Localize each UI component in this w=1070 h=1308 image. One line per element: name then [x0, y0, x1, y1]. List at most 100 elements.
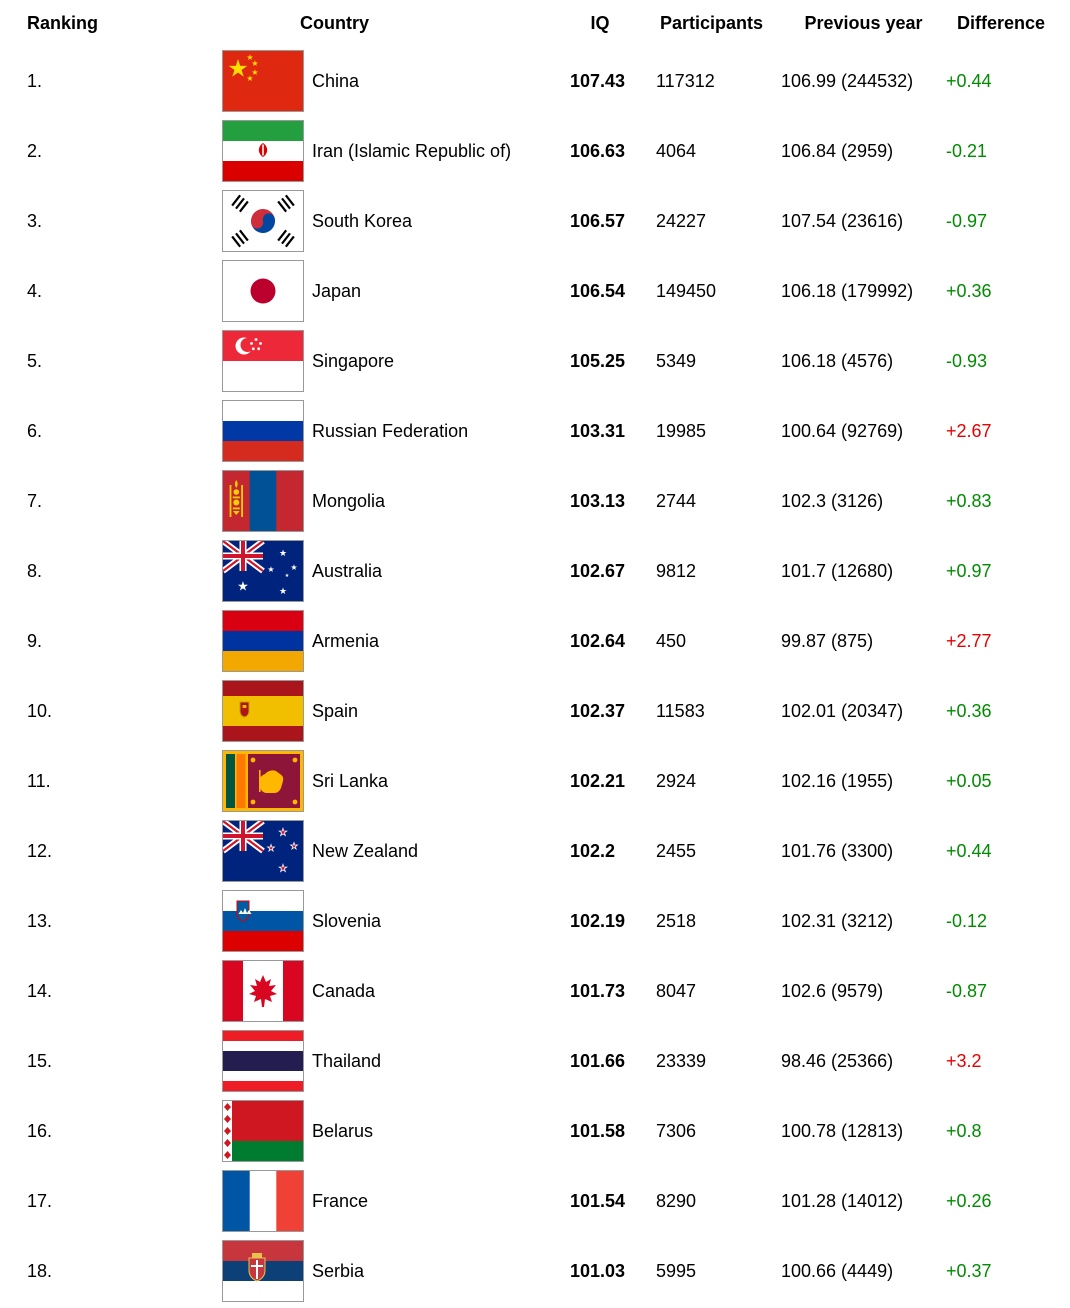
flag-cn-icon: ★ ★ ★ ★ ★ [222, 50, 304, 112]
participants-value: 7306 [656, 1120, 697, 1141]
table-row: 7. Mongolia 103.13 2744 102.3 (3126) +0.… [0, 466, 1070, 536]
flag-au-icon: ★ ★ ★ ★ ★ ★ [222, 540, 304, 602]
country-name: Spain [312, 700, 359, 721]
participants-value: 2924 [656, 770, 697, 791]
previous-year-value: 100.66 (4449) [781, 1260, 894, 1281]
participants-value: 23339 [656, 1050, 707, 1071]
table-header-row: Ranking Country IQ Participants Previous… [0, 0, 1070, 46]
difference-value: +0.05 [946, 770, 992, 791]
flag-ca-icon [222, 960, 304, 1022]
iq-value: 102.21 [570, 770, 626, 791]
country-cell: Mongolia [222, 470, 570, 532]
previous-year-value: 106.18 (4576) [781, 350, 894, 371]
participants-value: 11583 [656, 700, 705, 721]
country-cell: South Korea [222, 190, 570, 252]
country-cell: Spain [222, 680, 570, 742]
country-cell: France [222, 1170, 570, 1232]
rank-number: 16. [27, 1120, 53, 1141]
svg-text:★: ★ [279, 828, 288, 839]
flag-lk-icon [222, 750, 304, 812]
iq-value: 102.2 [570, 840, 616, 861]
country-name: China [312, 70, 360, 91]
flag-mn-icon [222, 470, 304, 532]
table-row: 5. Singapore 105.25 5349 106.18 (4576) -… [0, 326, 1070, 396]
previous-year-value: 100.78 (12813) [781, 1120, 904, 1141]
flag-es-icon [222, 680, 304, 742]
table-row: 9. Armenia 102.64 450 99.87 (875) +2.77 [0, 606, 1070, 676]
country-cell: Sri Lanka [222, 750, 570, 812]
flag-th-icon [222, 1030, 304, 1092]
difference-value: +0.83 [946, 490, 992, 511]
rank-number: 11. [27, 770, 51, 791]
iq-value: 101.03 [570, 1260, 626, 1281]
iq-value: 102.64 [570, 630, 626, 651]
table-row: 17. France 101.54 8290 101.28 (14012) +0… [0, 1166, 1070, 1236]
header-country: Country [300, 12, 369, 33]
svg-text:★: ★ [227, 55, 249, 83]
rank-number: 18. [27, 1260, 53, 1281]
svg-text:★: ★ [246, 74, 253, 83]
svg-text:★: ★ [279, 587, 287, 597]
difference-value: -0.93 [946, 350, 988, 371]
country-cell: Iran (Islamic Republic of) [222, 120, 570, 182]
svg-text:★: ★ [237, 580, 249, 595]
table-row: 3. South Korea 106.57 24227 107.54 (2361… [0, 186, 1070, 256]
country-cell: ★ ★ ★ ★ ★ ★ Australia [222, 540, 570, 602]
country-cell: Slovenia [222, 890, 570, 952]
flag-ir-icon [222, 120, 304, 182]
country-name: South Korea [312, 210, 413, 231]
difference-value: +0.44 [946, 70, 992, 91]
difference-value: +0.8 [946, 1120, 982, 1141]
svg-text:★: ★ [251, 68, 258, 77]
participants-value: 117312 [656, 70, 715, 91]
iq-value: 101.66 [570, 1050, 626, 1071]
table-row: 14. Canada 101.73 8047 102.6 (9579) -0.8… [0, 956, 1070, 1026]
previous-year-value: 101.28 (14012) [781, 1190, 904, 1211]
rank-number: 1. [27, 70, 43, 91]
difference-value: -0.87 [946, 980, 988, 1001]
iq-value: 102.37 [570, 700, 626, 721]
participants-value: 8047 [656, 980, 697, 1001]
country-cell: Japan [222, 260, 570, 322]
flag-rs-icon [222, 1240, 304, 1302]
iq-value: 101.58 [570, 1120, 626, 1141]
rank-number: 17. [27, 1190, 53, 1211]
svg-text:★: ★ [246, 53, 253, 62]
difference-value: +0.97 [946, 560, 992, 581]
flag-ru-icon [222, 400, 304, 462]
table-row: 4. Japan 106.54 149450 106.18 (179992) +… [0, 256, 1070, 326]
svg-text:★: ★ [290, 563, 297, 572]
country-cell: Russian Federation [222, 400, 570, 462]
participants-value: 24227 [656, 210, 707, 231]
previous-year-value: 102.6 (9579) [781, 980, 884, 1001]
country-name: Serbia [312, 1260, 365, 1281]
flag-sg-icon [222, 330, 304, 392]
rank-number: 12. [27, 840, 53, 861]
country-cell: ★ ★ ★ ★ New Zealand [222, 820, 570, 882]
participants-value: 5349 [656, 350, 697, 371]
flag-nz-icon: ★ ★ ★ ★ [222, 820, 304, 882]
previous-year-value: 107.54 (23616) [781, 210, 904, 231]
country-name: Sri Lanka [312, 770, 389, 791]
country-cell: Thailand [222, 1030, 570, 1092]
participants-value: 2455 [656, 840, 697, 861]
participants-value: 9812 [656, 560, 697, 581]
svg-text:★: ★ [267, 844, 275, 854]
rank-number: 15. [27, 1050, 53, 1071]
table-body: 1. ★ ★ ★ ★ ★ China 107.43 117312 106.99 (244… [0, 46, 1070, 1306]
svg-text:★: ★ [267, 565, 274, 574]
svg-text:★: ★ [251, 59, 258, 68]
table-row: 15. Thailand 101.66 23339 98.46 (25366) … [0, 1026, 1070, 1096]
iq-value: 106.57 [570, 210, 626, 231]
country-cell: Armenia [222, 610, 570, 672]
table-row: 8. ★ ★ ★ ★ ★ ★ Australia 102.67 9812 101.7 (1… [0, 536, 1070, 606]
country-name: Mongolia [312, 490, 386, 511]
table-row: 2. Iran (Islamic Republic of) 106.63 406… [0, 116, 1070, 186]
rank-number: 7. [27, 490, 43, 511]
rank-number: 6. [27, 420, 43, 441]
previous-year-value: 102.16 (1955) [781, 770, 894, 791]
iq-value: 101.54 [570, 1190, 626, 1211]
country-name: Singapore [312, 350, 395, 371]
svg-text:★: ★ [279, 549, 287, 559]
previous-year-value: 100.64 (92769) [781, 420, 904, 441]
